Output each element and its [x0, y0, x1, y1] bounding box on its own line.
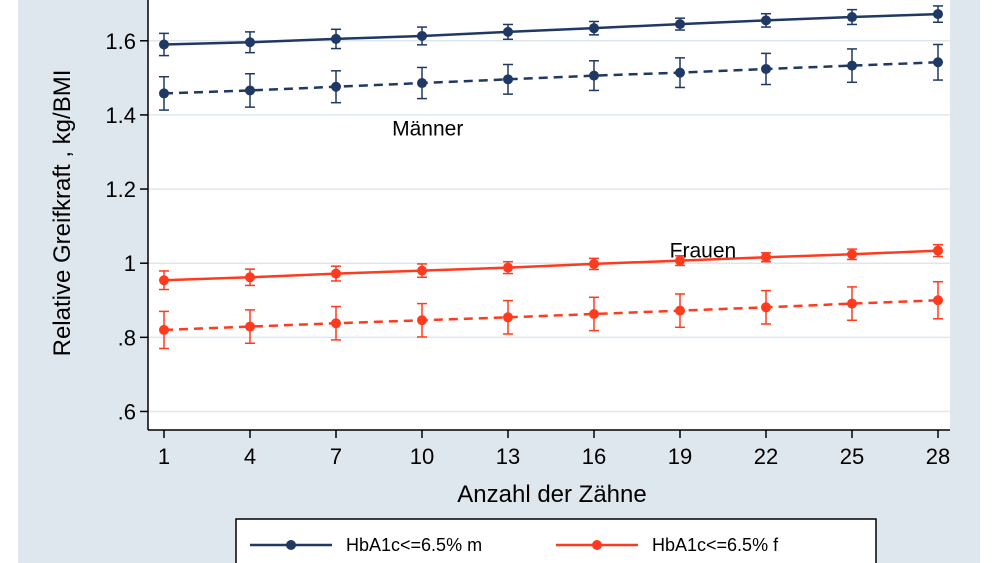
data-point: [589, 258, 599, 269]
x-tick-label: 10: [410, 444, 434, 469]
series-2: [159, 43, 943, 111]
legend-marker: [592, 540, 602, 550]
data-point: [675, 19, 685, 30]
data-point: [159, 39, 169, 50]
data-point: [847, 298, 857, 309]
data-point: [331, 81, 341, 92]
data-point: [761, 252, 771, 263]
data-point: [245, 321, 255, 332]
legend-entry: HbA1c<=6.5% m: [250, 535, 482, 555]
data-point: [331, 33, 341, 44]
data-point: [761, 63, 771, 74]
annotation-label: Frauen: [670, 240, 737, 263]
x-tick-label: 25: [840, 444, 864, 469]
series-4: [159, 280, 943, 350]
x-tick-label: 13: [496, 444, 520, 469]
legend-entry: HbA1c<=6.5% f: [556, 535, 779, 555]
y-tick-label: 1: [124, 251, 136, 276]
data-point: [589, 23, 599, 34]
series-1: [159, 5, 943, 57]
x-axis-ticks: 1 4 7 10 13 16 19 22 25 28: [158, 430, 950, 469]
legend-marker: [286, 540, 296, 550]
data-point: [933, 57, 943, 68]
x-tick-label: 1: [158, 444, 170, 469]
data-point: [245, 85, 255, 96]
x-axis-title: Anzahl der Zähne: [457, 481, 646, 508]
data-point: [159, 324, 169, 335]
x-tick-label: 4: [244, 444, 256, 469]
data-point: [847, 12, 857, 23]
data-point: [675, 67, 685, 78]
x-tick-label: 22: [754, 444, 778, 469]
data-point: [675, 305, 685, 316]
data-point: [503, 262, 513, 273]
data-point: [933, 245, 943, 256]
data-point: [245, 272, 255, 283]
y-axis-title: Relative Greifkraft , kg/BMI: [49, 70, 76, 357]
data-point: [159, 275, 169, 286]
annotations: Männer Frauen: [392, 117, 736, 262]
legend-label: HbA1c<=6.5% m: [346, 535, 482, 555]
annotation-label: Männer: [392, 117, 463, 140]
data-series: [159, 5, 943, 350]
legend-items: HbA1c<=6.5% m HbA1c<=6.5% f: [250, 535, 779, 555]
data-point: [503, 312, 513, 323]
data-point: [675, 255, 685, 266]
data-point: [503, 26, 513, 37]
legend-box: [235, 518, 877, 563]
y-axis-ticks: .6 .8 1 1.2 1.4 1.6: [105, 29, 148, 424]
data-point: [933, 295, 943, 306]
x-tick-label: 19: [668, 444, 692, 469]
x-tick-label: 16: [582, 444, 606, 469]
y-tick-label: .6: [118, 399, 136, 424]
data-point: [417, 30, 427, 41]
series-line: [163, 12, 939, 46]
data-point: [589, 70, 599, 81]
data-point: [331, 268, 341, 279]
data-point: [847, 249, 857, 260]
data-point: [331, 318, 341, 329]
data-point: [417, 315, 427, 326]
data-point: [847, 60, 857, 71]
data-point: [761, 15, 771, 26]
y-tick-label: .8: [118, 325, 136, 350]
data-point: [933, 9, 943, 20]
series-line: [163, 249, 939, 282]
y-tick-label: 1.6: [105, 29, 136, 54]
x-tick-label: 28: [926, 444, 950, 469]
series-3: [159, 243, 943, 291]
y-tick-label: 1.2: [105, 177, 136, 202]
data-point: [417, 265, 427, 276]
series-line: [163, 299, 939, 332]
legend: HbA1c<=6.5% m HbA1c<=6.5% f: [235, 518, 877, 563]
plot-area: [148, 0, 950, 430]
x-tick-label: 7: [330, 444, 342, 469]
data-point: [417, 78, 427, 89]
data-point: [503, 74, 513, 85]
y-tick-label: 1.4: [105, 103, 136, 128]
axes: [147, 0, 950, 431]
data-point: [159, 88, 169, 99]
series-line: [163, 61, 939, 95]
legend-label: HbA1c<=6.5% f: [652, 535, 779, 555]
data-point: [589, 308, 599, 319]
data-point: [761, 302, 771, 313]
data-point: [245, 37, 255, 48]
